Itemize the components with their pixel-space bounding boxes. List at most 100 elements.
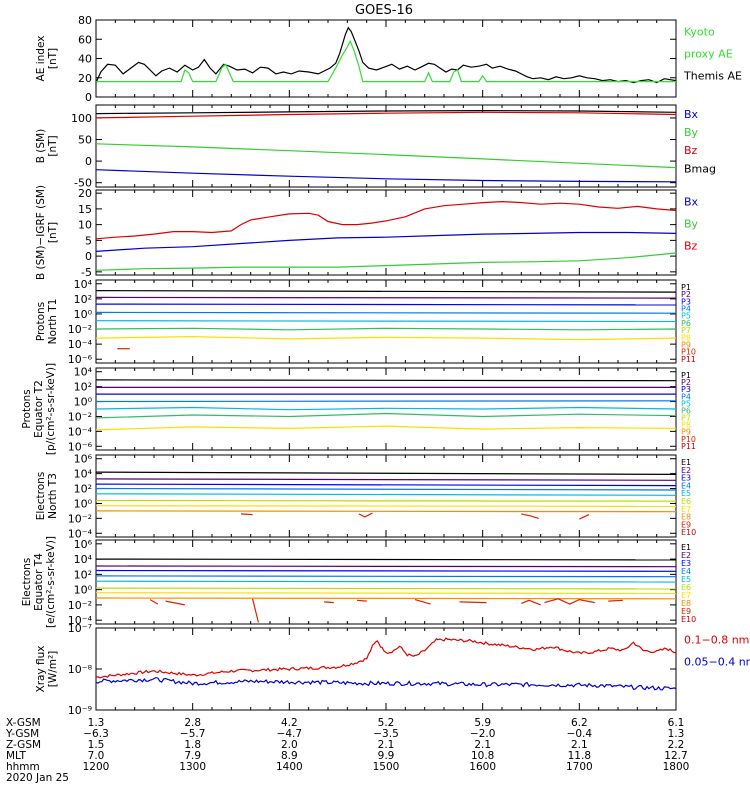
legend-entry-e_north: E5	[681, 489, 691, 498]
y-tick-label-p_north: 10⁴	[74, 278, 93, 291]
legend-entry-e_north: E10	[681, 528, 696, 537]
series-line-bigrf-0	[95, 200, 677, 240]
series-line-e_equator-2	[95, 569, 677, 572]
y-axis-label-p_equator: Equator T2	[33, 380, 45, 438]
x-axis-row-value: 1.8	[184, 739, 201, 751]
y-tick-label-e_north: 10²	[74, 483, 92, 496]
series-line-e_equator-1	[95, 565, 677, 568]
x-axis-row-value: −4.7	[277, 728, 303, 740]
y-tick-label-bsm: 0	[85, 155, 92, 168]
series-line-e_equator-4	[95, 580, 677, 583]
legend-entry-e_equator: E8	[681, 599, 691, 608]
y-axis-label-e_equator: Electrons	[21, 558, 33, 607]
legend-entry-e_north: E4	[681, 481, 691, 490]
series-line-e_equator-11	[324, 601, 334, 604]
series-line-bsm-1	[95, 111, 677, 119]
x-axis-row-value: 7.9	[184, 750, 201, 762]
legend-entry-p_north: P1	[681, 283, 691, 292]
legend-entry-e_north: E6	[681, 497, 691, 506]
legend-entry-p_equator: P8	[681, 421, 691, 430]
y-tick-label-p_equator: 10²	[74, 381, 92, 394]
y-tick-label-e_north: 10⁻²	[68, 512, 92, 525]
y-tick-label-ae: 80	[78, 14, 92, 27]
series-line-e_equator-15	[521, 599, 541, 606]
series-line-e_equator-0	[95, 558, 677, 561]
y-tick-label-e_equator: 10⁰	[74, 584, 93, 597]
y-tick-label-p_equator: 10⁻⁶	[68, 440, 93, 453]
x-axis-row-label: hhmm	[6, 761, 40, 773]
series-line-bigrf-2	[95, 252, 677, 271]
x-axis-row-value: 10.8	[471, 750, 494, 762]
series-line-bsm-0	[95, 109, 677, 115]
y-axis-label-bsm: [nT]	[47, 135, 59, 156]
y-tick-label-p_equator: 10⁻²	[68, 410, 92, 423]
legend-entry-xray: 0.1−0.8 nm	[684, 633, 749, 646]
series-line-xray-0	[95, 637, 677, 679]
legend-entry-e_equator: E10	[681, 615, 696, 624]
legend-entry-e_equator: E6	[681, 583, 691, 592]
series-line-e_north-3	[95, 487, 677, 491]
panel-frame-ae	[95, 19, 677, 98]
y-axis-label-p_equator: Protons	[21, 389, 33, 428]
series-line-e_equator-16	[544, 598, 595, 605]
y-tick-label-bigrf: -5	[81, 266, 92, 279]
series-line-e_equator-3	[95, 575, 677, 578]
series-line-xray-1	[95, 676, 677, 691]
legend-entry-e_equator: E4	[681, 567, 691, 576]
legend-entry-p_north: P10	[681, 348, 696, 357]
y-tick-label-ae: 60	[78, 33, 92, 46]
y-tick-label-e_equator: 10⁶	[74, 538, 93, 551]
y-tick-label-p_north: 10⁻⁶	[68, 353, 93, 366]
series-line-bsm-2	[95, 143, 677, 169]
series-line-e_north-8	[240, 513, 253, 516]
y-tick-label-e_equator: 10⁻⁴	[68, 614, 93, 627]
series-line-e_north-6	[95, 505, 677, 507]
x-axis-row-value: 6.2	[571, 717, 588, 729]
legend-entry-p_equator: P2	[681, 378, 691, 387]
y-tick-label-ae: 20	[78, 72, 92, 85]
series-line-p_equator-5	[95, 412, 677, 419]
legend-entry-e_equator: E1	[681, 543, 691, 552]
legend-entry-ae: Kyoto	[684, 25, 715, 38]
x-axis-row-value: 2.1	[378, 739, 395, 751]
y-tick-label-bigrf: 0	[85, 250, 92, 263]
series-line-p_north-3	[95, 311, 677, 314]
series-line-p_north-4	[95, 320, 677, 323]
legend-entry-bsm: Bx	[684, 108, 699, 121]
y-tick-label-e_north: 10⁰	[74, 497, 93, 510]
series-line-ae-0	[95, 26, 677, 84]
series-line-e_equator-7	[95, 597, 677, 600]
x-axis-row-value: −2.0	[470, 728, 496, 740]
x-axis-row-value: 1600	[469, 761, 496, 773]
y-tick-label-ae: 40	[78, 53, 92, 66]
x-axis-row-label: MLT	[6, 750, 26, 762]
legend-entry-e_north: E9	[681, 520, 691, 529]
legend-entry-e_equator: E2	[681, 551, 691, 560]
legend-entry-p_north: P6	[681, 319, 691, 328]
x-axis-row-label: Y-GSM	[5, 728, 39, 740]
y-tick-label-xray: 10⁻⁷	[68, 622, 92, 635]
y-tick-label-ae: 0	[85, 91, 92, 104]
x-axis-row-value: 5.9	[474, 717, 491, 729]
legend-entry-bigrf: Bz	[684, 239, 698, 252]
x-axis-row-value: 1.3	[88, 717, 105, 729]
legend-entry-p_equator: P9	[681, 428, 691, 437]
legend-entry-bsm: Bz	[684, 144, 698, 157]
series-line-e_north-0	[95, 471, 677, 475]
series-line-e_north-4	[95, 493, 677, 496]
legend-entry-p_equator: P5	[681, 399, 691, 408]
series-line-p_equator-0	[95, 379, 677, 382]
y-axis-label-bigrf: [nT]	[47, 222, 59, 243]
legend-entry-bigrf: Bx	[684, 195, 699, 208]
legend-entry-e_equator: E5	[681, 575, 691, 584]
x-axis-row-value: 1.3	[668, 728, 685, 740]
y-tick-label-p_north: 10⁰	[74, 308, 93, 321]
series-line-p_equator-6	[95, 425, 677, 431]
x-axis-row-label: X-GSM	[6, 717, 41, 729]
legend-entry-e_equator: E3	[681, 559, 691, 568]
y-axis-label-p_north: North T1	[47, 299, 59, 345]
y-tick-label-p_north: 10⁻²	[68, 323, 92, 336]
series-line-bsm-3	[95, 169, 677, 183]
legend-entry-e_north: E3	[681, 474, 691, 483]
